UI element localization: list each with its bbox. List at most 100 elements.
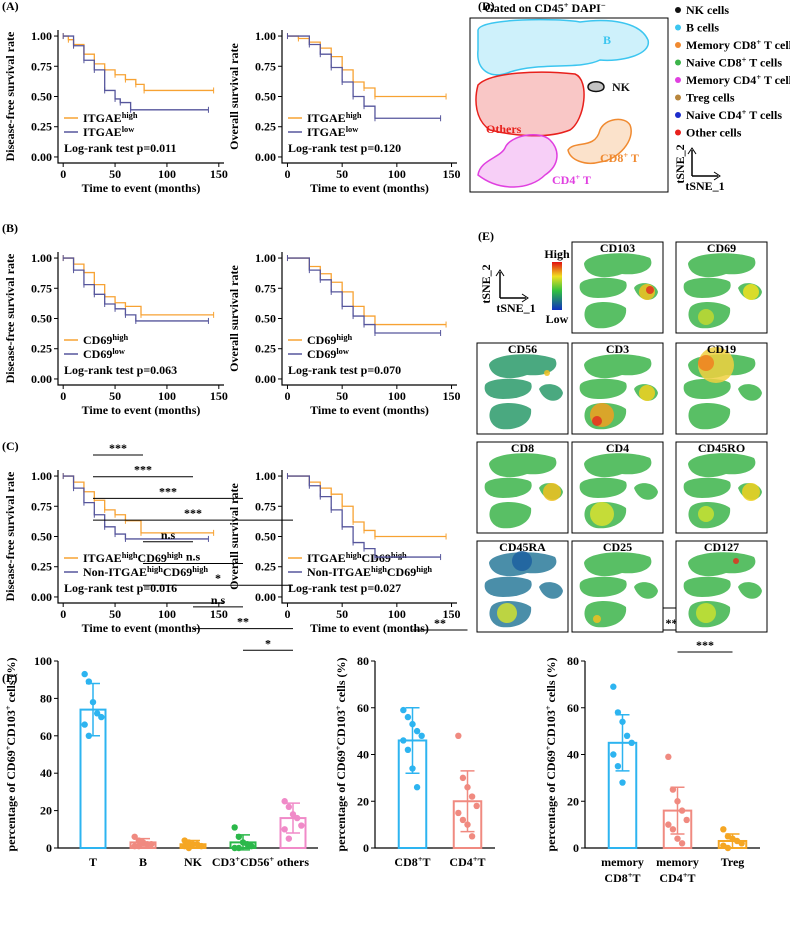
data-point	[185, 844, 193, 852]
text-part: Memory CD8	[686, 38, 756, 52]
x-tick-label: 100	[158, 389, 176, 403]
data-point	[665, 753, 672, 761]
y-axis-label: percentage of CD69+CD103+ cells (%)	[4, 658, 19, 852]
x-tick-label: 0	[60, 389, 66, 403]
y-tick-label: 0.75	[255, 281, 276, 295]
legend-label: Treg cells	[686, 91, 735, 105]
text-part: Non-ITGAE	[307, 565, 371, 579]
axis-line	[281, 470, 457, 604]
expression-spot	[646, 286, 654, 294]
y-tick-label: 0.00	[255, 372, 276, 386]
text-part: ITGAE	[83, 111, 122, 125]
x-tick-label: CD3+CD56+	[212, 855, 274, 870]
text-part: high	[122, 551, 138, 560]
text-part: ITGAE	[307, 551, 346, 565]
marker-label: CD45RA	[499, 540, 546, 554]
expression-spot	[497, 603, 517, 623]
y-tick-label: 0	[573, 841, 579, 855]
x-tick-label: 100	[388, 167, 406, 181]
x-tick-label: CD4+T	[449, 855, 485, 870]
x-tick-label: 150	[210, 389, 228, 403]
y-axis-label: Overall survival rate	[227, 265, 241, 372]
legend-dot	[675, 77, 681, 83]
x-tick-label: T	[89, 855, 97, 869]
data-point	[148, 841, 155, 848]
km-step-line	[287, 475, 441, 558]
significance-label: n.s	[186, 550, 201, 564]
text-part: high	[371, 565, 387, 574]
cluster-region	[477, 133, 558, 188]
text-part: Non-ITGAE	[83, 565, 147, 579]
marker-label: CD127	[704, 540, 739, 554]
axis-line	[57, 661, 318, 849]
text-part: T cells	[746, 56, 782, 70]
text-part: +	[544, 745, 553, 750]
data-point	[628, 739, 635, 747]
y-tick-label: 20	[357, 794, 369, 808]
data-point	[674, 835, 681, 842]
y-tick-label: 0.00	[31, 150, 52, 164]
data-point	[85, 678, 93, 685]
data-point	[235, 844, 243, 852]
y-tick-label: 0.25	[255, 560, 276, 574]
significance-label: n.s	[211, 593, 226, 607]
axis-line	[57, 252, 224, 386]
km-step-line	[287, 257, 447, 326]
cell-cluster	[683, 477, 731, 498]
cell-cluster	[584, 253, 652, 278]
data-point	[93, 710, 101, 717]
expression-spot	[743, 284, 759, 300]
cell-cluster	[634, 483, 658, 500]
expression-spot	[543, 483, 561, 501]
significance-label: n.s	[161, 528, 176, 542]
x-axis-label: Time to event (months)	[82, 181, 201, 195]
expression-spot	[592, 416, 602, 426]
y-tick-label: 1.00	[31, 251, 52, 265]
text-part: memory	[601, 855, 644, 869]
data-point	[135, 842, 143, 850]
y-tick-label: 0.75	[31, 281, 52, 295]
data-point	[231, 824, 238, 831]
y-tick-label: 0.75	[255, 499, 276, 513]
marker-panel: CD69	[675, 241, 768, 334]
text-part: T	[89, 855, 97, 869]
axis-arrow	[691, 150, 718, 177]
marker-label: CD3	[606, 342, 629, 356]
expression-spot	[698, 506, 714, 522]
data-point	[678, 840, 686, 847]
cell-cluster	[688, 403, 731, 430]
test-label: Log-rank test p=0.027	[288, 581, 401, 595]
significance-label: *	[265, 636, 271, 650]
cluster-label: Others	[486, 122, 522, 136]
data-point	[464, 821, 471, 828]
text-part: Naive CD8	[686, 56, 742, 70]
cell-cluster	[688, 453, 756, 478]
marker-panel: CD127	[675, 540, 768, 633]
text-part: CD4	[552, 173, 575, 187]
panel-label: (B)	[2, 221, 18, 235]
legend-dot	[675, 112, 681, 118]
tsne-overview-blobs	[469, 17, 669, 193]
x-tick-label: 50	[109, 167, 121, 181]
legend-label: ITGAElow	[307, 125, 358, 140]
legend-dot	[675, 59, 681, 66]
text-part: CD69	[83, 347, 112, 361]
error-bar	[286, 802, 300, 834]
axis-line	[281, 30, 457, 164]
significance-label: **	[434, 616, 446, 630]
legend-label: ITGAEhigh	[83, 111, 138, 126]
test-label: Log-rank test p=0.016	[64, 581, 177, 595]
data-point	[85, 732, 93, 739]
cell-cluster	[584, 354, 652, 379]
data-point	[455, 809, 462, 817]
text-part: +	[269, 855, 274, 864]
error-bar	[405, 707, 420, 774]
marker-panel: CD8	[476, 441, 569, 534]
x-tick-label: 100	[388, 607, 406, 621]
cell-cluster	[489, 453, 557, 478]
y-tick-label: 0.25	[31, 120, 52, 134]
data-point	[409, 765, 416, 772]
data-point	[198, 842, 205, 850]
test-label: Log-rank test p=0.120	[288, 141, 401, 155]
x-tick-label: 0	[284, 389, 290, 403]
